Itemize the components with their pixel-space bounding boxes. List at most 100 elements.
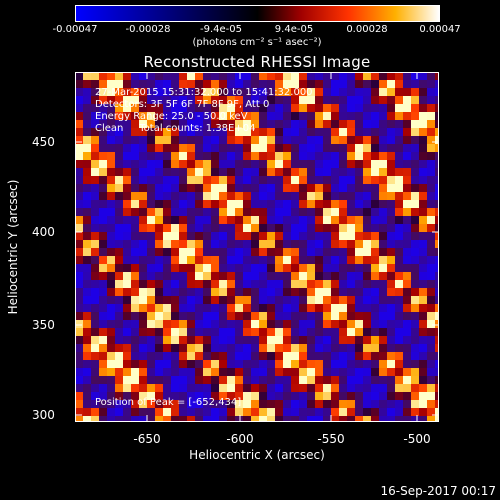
image-pixel (299, 72, 307, 80)
image-pixel (243, 296, 251, 304)
image-pixel (259, 368, 267, 376)
image-pixel (347, 192, 355, 200)
image-pixel (379, 184, 387, 192)
image-pixel (147, 184, 155, 192)
image-pixel (219, 248, 227, 256)
image-pixel (115, 272, 123, 280)
image-pixel (379, 416, 387, 422)
image-pixel (355, 136, 363, 144)
image-pixel (331, 360, 339, 368)
image-pixel (219, 224, 227, 232)
image-pixel (91, 88, 99, 96)
image-pixel (243, 416, 251, 422)
image-pixel (371, 136, 379, 144)
image-pixel (331, 296, 339, 304)
image-pixel (395, 272, 403, 280)
image-pixel (195, 192, 203, 200)
image-pixel (211, 280, 219, 288)
image-pixel (83, 344, 91, 352)
image-pixel (331, 184, 339, 192)
image-pixel (83, 400, 91, 408)
image-pixel (395, 160, 403, 168)
image-pixel (203, 232, 211, 240)
image-pixel (323, 392, 331, 400)
image-pixel (139, 240, 147, 248)
image-pixel (435, 344, 439, 352)
image-pixel (323, 232, 331, 240)
image-pixel (283, 104, 291, 112)
image-pixel (403, 184, 411, 192)
image-pixel (347, 312, 355, 320)
image-pixel (395, 184, 403, 192)
image-pixel (267, 376, 275, 384)
image-pixel (291, 392, 299, 400)
image-pixel (187, 80, 195, 88)
image-pixel (347, 152, 355, 160)
image-pixel (275, 88, 283, 96)
image-pixel (267, 312, 275, 320)
image-pixel (403, 240, 411, 248)
image-pixel (171, 336, 179, 344)
image-pixel (339, 400, 347, 408)
image-pixel (395, 200, 403, 208)
image-pixel (147, 192, 155, 200)
image-pixel (91, 272, 99, 280)
image-pixel (171, 160, 179, 168)
image-pixel (379, 216, 387, 224)
image-pixel (171, 96, 179, 104)
colorbar-unit-label: (photons cm⁻² s⁻¹ asec⁻²) (192, 37, 322, 48)
image-pixel (275, 296, 283, 304)
image-pixel (155, 312, 163, 320)
image-pixel (115, 288, 123, 296)
image-pixel (267, 280, 275, 288)
image-pixel (371, 384, 379, 392)
image-pixel (147, 104, 155, 112)
image-pixel (203, 408, 211, 416)
image-pixel (403, 216, 411, 224)
image-pixel (147, 336, 155, 344)
image-pixel (187, 120, 195, 128)
image-pixel (435, 248, 439, 256)
image-pixel (411, 400, 419, 408)
image-pixel (419, 176, 427, 184)
image-pixel (243, 192, 251, 200)
image-pixel (163, 240, 171, 248)
image-pixel (395, 192, 403, 200)
image-pixel (267, 96, 275, 104)
image-pixel (187, 416, 195, 422)
image-pixel (107, 96, 115, 104)
image-pixel (99, 288, 107, 296)
image-pixel (163, 72, 171, 80)
image-pixel (195, 80, 203, 88)
image-pixel (99, 208, 107, 216)
image-pixel (259, 168, 267, 176)
image-pixel (99, 304, 107, 312)
image-pixel (115, 256, 123, 264)
image-pixel (147, 144, 155, 152)
image-pixel (107, 168, 115, 176)
image-pixel (171, 104, 179, 112)
image-pixel (371, 192, 379, 200)
image-pixel (291, 208, 299, 216)
image-pixel (291, 328, 299, 336)
image-pixel (259, 136, 267, 144)
image-pixel (347, 360, 355, 368)
image-pixel (315, 304, 323, 312)
image-pixel (243, 96, 251, 104)
image-pixel (259, 328, 267, 336)
image-pixel (331, 88, 339, 96)
image-pixel (323, 328, 331, 336)
image-pixel (163, 408, 171, 416)
image-pixel (107, 312, 115, 320)
image-pixel (371, 312, 379, 320)
image-pixel (275, 392, 283, 400)
image-pixel (387, 200, 395, 208)
image-pixel (347, 208, 355, 216)
image-pixel (187, 72, 195, 80)
x-tick-label: -650 (133, 432, 161, 446)
image-pixel (171, 136, 179, 144)
image-pixel (419, 120, 427, 128)
image-pixel (291, 264, 299, 272)
image-pixel (171, 200, 179, 208)
image-pixel (147, 384, 155, 392)
